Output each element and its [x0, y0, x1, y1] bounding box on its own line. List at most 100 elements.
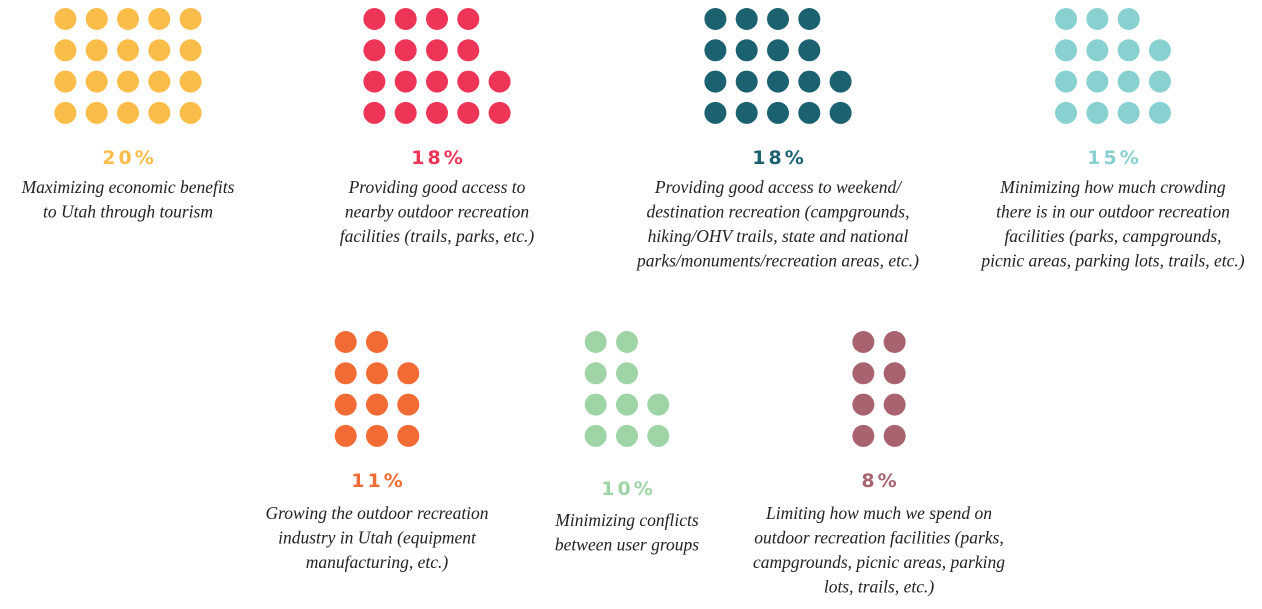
dot [1086, 70, 1109, 93]
dot [1086, 39, 1109, 62]
dot [798, 39, 821, 62]
dot [584, 331, 607, 353]
dot [767, 70, 789, 93]
value-label: 15% [1087, 147, 1141, 169]
dot [394, 39, 417, 62]
dot [1055, 101, 1078, 124]
dot [117, 8, 139, 30]
dot [1055, 70, 1078, 93]
value-label: 18% [411, 147, 465, 169]
dot [457, 39, 480, 62]
dot [366, 362, 388, 385]
dot [148, 39, 171, 62]
dot [85, 70, 108, 93]
dot [488, 101, 511, 124]
category-label: between user groups [555, 535, 699, 555]
category-label: Minimizing conflicts [554, 510, 699, 530]
category-label: to Utah through tourism [43, 202, 213, 222]
dot [148, 8, 171, 30]
dot [457, 8, 480, 30]
category-label: Limiting how much we spend on [765, 503, 992, 523]
dot [1086, 8, 1109, 30]
dot [704, 70, 727, 93]
dot [334, 362, 357, 385]
dot [148, 70, 171, 93]
dot [334, 331, 357, 353]
category-label: outdoor recreation facilities (parks, [754, 528, 1004, 548]
dot [457, 70, 480, 93]
dot [647, 393, 670, 416]
dot [852, 393, 875, 416]
dot [179, 101, 202, 124]
dot [767, 101, 789, 124]
dot [426, 70, 448, 93]
category-label: parks/monuments/recreation areas, etc.) [635, 251, 919, 271]
dot [394, 101, 417, 124]
dot [852, 362, 875, 385]
dot [883, 393, 906, 416]
dot [488, 70, 511, 93]
dot [366, 424, 388, 447]
dot [852, 424, 875, 447]
dot [363, 101, 386, 124]
category-label: Growing the outdoor recreation [265, 503, 488, 523]
dot [616, 393, 638, 416]
dot [397, 424, 420, 447]
dot [1055, 39, 1078, 62]
category-label: picnic areas, parking lots, trails, etc.… [979, 251, 1244, 271]
category-label: lots, trails, etc.) [824, 577, 935, 597]
dot [704, 39, 727, 62]
category-label: hiking/OHV trails, state and national [648, 226, 909, 246]
dot [363, 39, 386, 62]
dot [735, 101, 758, 124]
dot [852, 331, 875, 353]
dot [179, 70, 202, 93]
dot [584, 393, 607, 416]
dot [334, 424, 357, 447]
dot [616, 424, 638, 447]
dot [798, 8, 821, 30]
value-label: 18% [752, 147, 806, 169]
value-label: 8% [861, 470, 899, 492]
dot [1148, 39, 1171, 62]
dot [1117, 70, 1140, 93]
dot [117, 101, 139, 124]
dot [363, 8, 386, 30]
dot [883, 331, 906, 353]
dot [584, 362, 607, 385]
value-label: 10% [601, 478, 655, 500]
category-label: facilities (parks, campgrounds, [1004, 226, 1221, 246]
dot [735, 39, 758, 62]
dot [426, 101, 448, 124]
dot [394, 70, 417, 93]
category-label: industry in Utah (equipment [278, 528, 477, 548]
dot [616, 331, 638, 353]
dot [457, 101, 480, 124]
dot [704, 8, 727, 30]
dot [148, 101, 171, 124]
dot [1086, 101, 1109, 124]
dot [584, 424, 607, 447]
dot [54, 101, 77, 124]
category-label: Maximizing economic benefits [21, 177, 235, 197]
dot [85, 39, 108, 62]
category-label: destination recreation (campgrounds, [647, 202, 910, 222]
value-label: 11% [351, 470, 405, 492]
dot [647, 424, 670, 447]
dot [1148, 70, 1171, 93]
value-label: 20% [102, 147, 156, 169]
dot [363, 70, 386, 93]
category-label: Providing good access to weekend/ [654, 177, 903, 197]
dot [767, 8, 789, 30]
dot [735, 70, 758, 93]
category-label: Minimizing how much crowding [999, 177, 1226, 197]
dot [1117, 8, 1140, 30]
dot [767, 39, 789, 62]
category-label: campgrounds, picnic areas, parking [753, 552, 1005, 572]
dot [54, 8, 77, 30]
dot [397, 362, 420, 385]
dot [366, 393, 388, 416]
dot [829, 70, 852, 93]
